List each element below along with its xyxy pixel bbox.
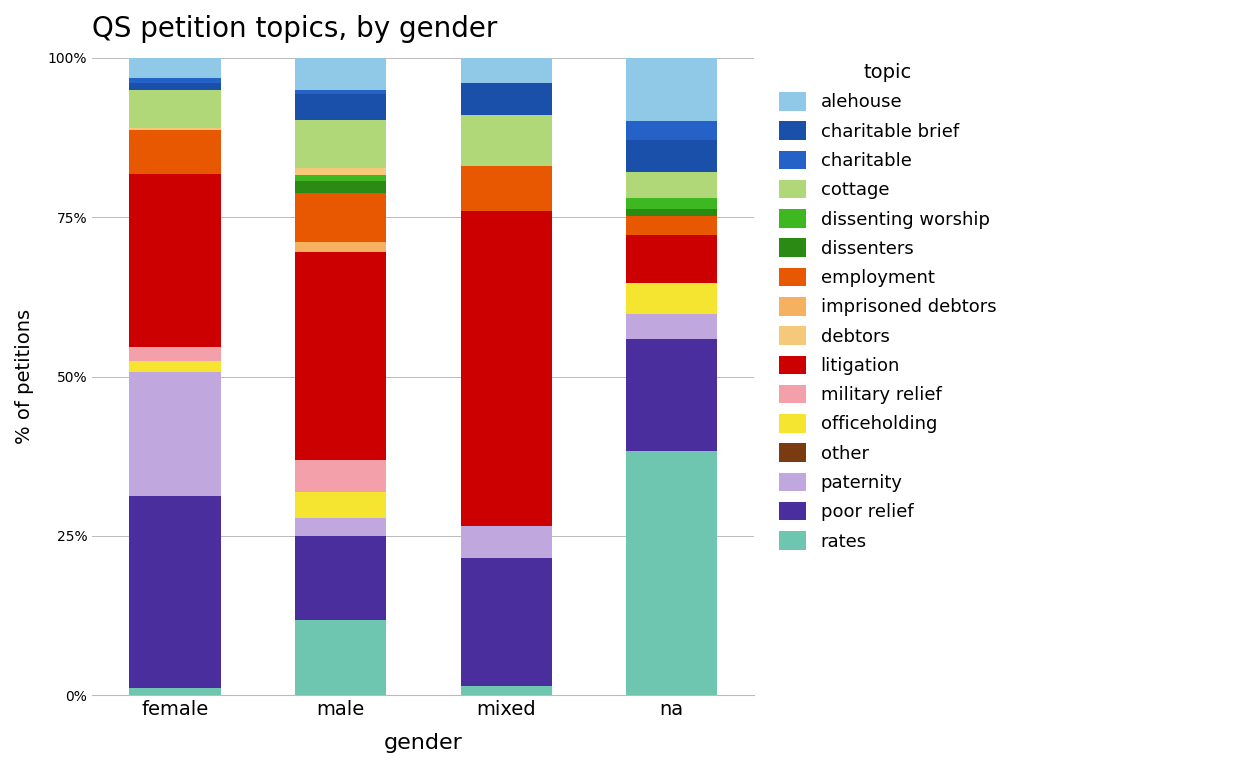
Bar (295, 518, 386, 536)
Bar (295, 492, 386, 518)
Bar (461, 558, 552, 686)
Bar (295, 175, 386, 181)
Bar (626, 339, 718, 451)
Bar (626, 140, 718, 172)
Bar (461, 84, 552, 115)
Bar (626, 216, 718, 235)
Bar (295, 621, 386, 695)
Bar (461, 526, 552, 558)
Bar (295, 193, 386, 242)
Bar (626, 198, 718, 210)
Bar (295, 168, 386, 175)
Bar (130, 90, 221, 128)
Bar (461, 58, 552, 84)
Bar (295, 242, 386, 252)
Bar (130, 58, 221, 78)
Bar (626, 121, 718, 140)
Bar (626, 314, 718, 339)
Legend: alehouse, charitable brief, charitable, cottage, dissenting worship, dissenters,: alehouse, charitable brief, charitable, … (770, 54, 1006, 560)
Bar (626, 58, 718, 121)
Bar (130, 174, 221, 346)
Bar (461, 686, 552, 695)
Bar (626, 235, 718, 283)
Bar (130, 361, 221, 372)
Bar (130, 496, 221, 687)
Bar (130, 687, 221, 695)
Bar (626, 283, 718, 314)
Bar (626, 172, 718, 198)
Bar (295, 536, 386, 621)
Bar (461, 115, 552, 166)
Bar (626, 210, 718, 216)
Bar (295, 252, 386, 460)
Bar (130, 78, 221, 84)
Bar (461, 166, 552, 210)
Bar (295, 94, 386, 120)
Bar (295, 120, 386, 168)
Bar (295, 58, 386, 91)
Bar (130, 346, 221, 361)
X-axis label: gender: gender (384, 733, 463, 753)
Bar (461, 210, 552, 526)
Bar (130, 128, 221, 130)
Bar (130, 372, 221, 496)
Bar (295, 460, 386, 492)
Bar (130, 84, 221, 90)
Bar (295, 91, 386, 94)
Y-axis label: % of petitions: % of petitions (15, 309, 34, 444)
Bar (295, 181, 386, 193)
Bar (130, 130, 221, 174)
Bar (626, 451, 718, 695)
Text: QS petition topics, by gender: QS petition topics, by gender (92, 15, 498, 43)
